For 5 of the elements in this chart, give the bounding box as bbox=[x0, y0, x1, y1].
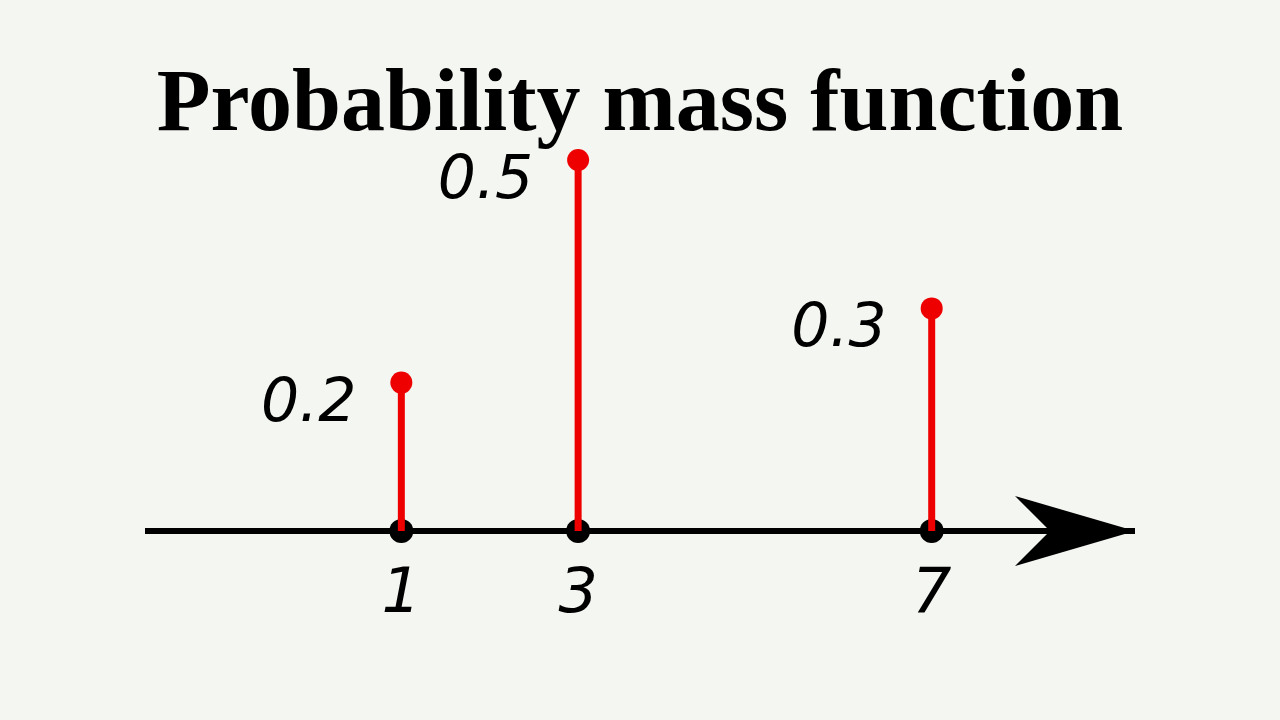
x-tick-label: 7 bbox=[911, 554, 952, 627]
data-label: 0.3 bbox=[791, 290, 887, 361]
data-label: 0.2 bbox=[260, 364, 357, 435]
x-tick-label: 3 bbox=[558, 554, 598, 627]
x-tick-label: 1 bbox=[381, 554, 422, 627]
